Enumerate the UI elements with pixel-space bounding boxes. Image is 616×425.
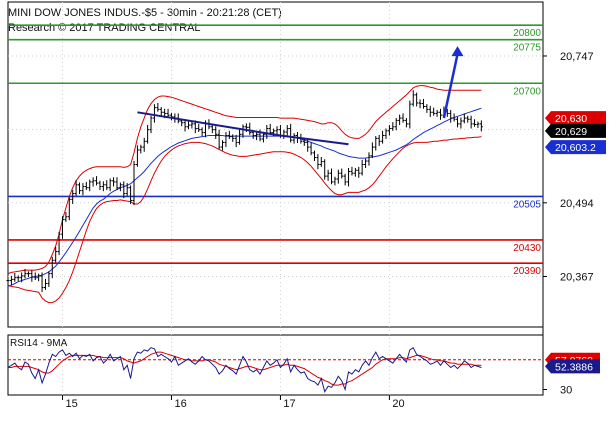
price-badge-label: 20,629 — [555, 126, 587, 138]
time-axis-ticks: 15 16 17 20 — [61, 395, 405, 410]
projection-arrow-shaft — [442, 53, 459, 119]
moving-average — [7, 107, 482, 287]
time-axis-label: 16 — [174, 398, 186, 410]
level-label-20775: 20775 — [513, 43, 541, 54]
projection-arrow-head — [451, 46, 464, 57]
price-axis-ticks: 20,367 20,494 20,747 — [543, 51, 594, 284]
level-label-20700: 20700 — [513, 86, 541, 97]
rsi-axis-ticks: 30 — [543, 385, 572, 397]
price-badge — [545, 123, 606, 138]
moving-average-line — [7, 107, 482, 287]
rsi-axis-label: 30 — [560, 385, 572, 397]
bollinger-lower-line — [7, 136, 482, 304]
rsi-panel-frame — [7, 334, 544, 396]
trendline — [137, 111, 349, 146]
price-axis-label: 20,747 — [560, 51, 594, 63]
price-bars — [6, 90, 483, 293]
chart-title: MINI DOW JONES INDUS.-$5 - 30min - 20:21… — [8, 7, 282, 19]
rsi-badges: 57.076252.3886 — [545, 352, 600, 374]
level-label-20800: 20800 — [513, 28, 541, 39]
price-panel-frame — [7, 1, 544, 328]
bollinger-upper-line — [7, 85, 482, 275]
bollinger-bands — [7, 85, 482, 304]
level-label-20505: 20505 — [513, 199, 541, 210]
horizontal-levels: 20800 20775 20700 20505 20430 20390 — [8, 24, 543, 277]
rsi-badge — [545, 359, 600, 374]
trendline-group — [137, 111, 349, 146]
rsi-line — [7, 346, 482, 393]
price-badge-label: 20,630 — [555, 113, 587, 125]
price-axis-label: 20,367 — [560, 272, 594, 284]
price-badge — [545, 140, 606, 155]
time-axis-label: 20 — [392, 398, 404, 410]
level-label-20390: 20390 — [513, 266, 541, 277]
price-badge-label: 20,603.2 — [555, 142, 596, 154]
rsi-lines — [7, 346, 543, 393]
rsi-badge-label: 52.3886 — [555, 361, 593, 373]
price-axis-label: 20,494 — [560, 198, 594, 210]
price-badge — [545, 111, 606, 126]
rsi-title: RSI14 - 9MA — [10, 338, 68, 349]
level-label-20430: 20430 — [513, 243, 541, 254]
projection-arrow-group — [442, 46, 464, 119]
time-axis-label: 15 — [65, 398, 77, 410]
grid — [8, 2, 543, 395]
time-axis-label: 17 — [283, 398, 295, 410]
